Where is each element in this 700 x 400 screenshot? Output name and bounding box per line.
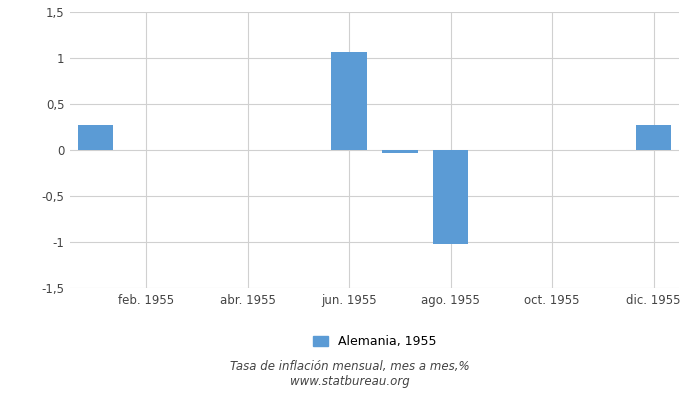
Bar [382,150,418,153]
Legend: Alemania, 1955: Alemania, 1955 [308,330,441,353]
Text: www.statbureau.org: www.statbureau.org [290,375,410,388]
Bar [433,150,468,244]
Bar [636,125,671,150]
Text: Tasa de inflación mensual, mes a mes,%: Tasa de inflación mensual, mes a mes,% [230,360,470,373]
Bar [331,52,367,150]
Bar [78,125,113,150]
